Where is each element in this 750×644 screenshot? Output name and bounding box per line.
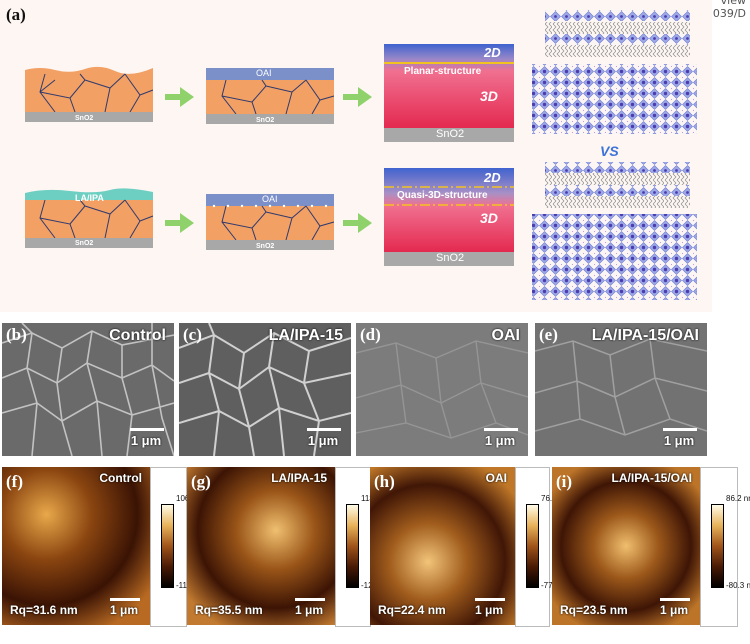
quasi-3d-structure-label: Quasi-3D-structure	[397, 190, 488, 201]
sem-texture	[535, 323, 707, 456]
sno2-label: SnO2	[75, 240, 94, 247]
sem-title: OAI	[491, 327, 520, 344]
colorbar: 76.7 nm -77.1 nm	[515, 467, 573, 627]
label-3d: 3D	[480, 88, 498, 104]
scale-label: 1 μm	[109, 603, 139, 617]
colorbar-gradient	[161, 504, 174, 588]
afm-image-la-ipa-15: LA/IPA-15 Rq=35.5 nm 1 μm	[187, 467, 335, 625]
sem-title: LA/IPA-15	[268, 327, 343, 344]
scale-label: 1 μm	[474, 603, 504, 617]
la-ipa-label: LA/IPA	[75, 193, 104, 203]
scale-label: 1 μm	[659, 603, 689, 617]
oai-label: OAI	[262, 194, 278, 204]
scale-bar: 1 μm	[108, 598, 140, 617]
colorbar: 113.3 nm -127.0 nm	[335, 467, 397, 627]
scale-label: 1 μm	[130, 433, 162, 448]
sno2-label: SnO2	[75, 115, 94, 122]
scale-bar: 1 μm	[473, 598, 505, 617]
sem-texture	[356, 323, 528, 456]
planar-structure-block	[384, 44, 514, 128]
panel-label-d: (d)	[360, 325, 381, 344]
scale-bar: 1 μm	[293, 598, 325, 617]
arrow-right-icon	[165, 87, 194, 107]
afm-title: LA/IPA-15	[271, 471, 327, 485]
scale-bar: 1 μm	[305, 428, 341, 448]
lattice-2d	[545, 10, 690, 21]
afm-title: OAI	[485, 471, 507, 485]
sem-texture	[179, 323, 351, 456]
sem-texture	[2, 323, 174, 456]
colorbar-gradient	[346, 504, 359, 588]
scale-bar: 1 μm	[661, 428, 697, 448]
afm-title: LA/IPA-15/OAI	[611, 471, 692, 485]
sno2-layer	[25, 112, 153, 122]
sno2-label: SnO2	[436, 252, 465, 264]
panel-label-g: (g)	[191, 472, 211, 491]
scale-bar: 1 μm	[128, 428, 164, 448]
panel-a-schematic: (a) SnO2 OAI SnO2 2D Planar-structure 3D…	[0, 0, 712, 312]
scale-label: 1 μm	[484, 433, 516, 448]
label-3d: 3D	[480, 210, 498, 226]
scale-label: 1 μm	[663, 433, 695, 448]
roughness-label: Rq=22.4 nm	[378, 603, 446, 617]
la-ipa-layer	[25, 188, 153, 200]
scale-bar: 1 μm	[658, 598, 690, 617]
sem-title: Control	[109, 327, 166, 344]
sno2-label: SnO2	[256, 117, 275, 124]
arrow-right-icon	[165, 213, 194, 233]
afm-image-oai: OAI Rq=22.4 nm 1 μm	[370, 467, 515, 625]
planar-structure-label: Planar-structure	[404, 66, 482, 77]
panel-label-e: (e)	[539, 325, 558, 344]
header-view: view	[720, 0, 746, 7]
sem-image-control: Control 1 μm	[2, 323, 174, 456]
lattice-3d	[532, 64, 697, 134]
colorbar: 106.4 nm -114.0 nm	[150, 467, 211, 627]
sem-image-la-ipa-15-oai: LA/IPA-15/OAI 1 μm	[535, 323, 707, 456]
panel-label-h: (h)	[374, 472, 395, 491]
label-2d: 2D	[484, 170, 501, 185]
roughness-label: Rq=23.5 nm	[560, 603, 628, 617]
sno2-label: SnO2	[256, 243, 275, 250]
sem-title: LA/IPA-15/OAI	[591, 327, 699, 344]
scale-label: 1 μm	[294, 603, 324, 617]
sno2-label: SnO2	[436, 128, 465, 140]
colorbar-gradient	[526, 504, 539, 588]
afm-image-la-ipa-15-oai: LA/IPA-15/OAI Rq=23.5 nm 1 μm	[552, 467, 700, 625]
sem-image-oai: OAI 1 μm	[356, 323, 528, 456]
sem-image-la-ipa-15: LA/IPA-15 1 μm	[179, 323, 351, 456]
panel-label-f: (f)	[6, 472, 23, 491]
roughness-label: Rq=35.5 nm	[195, 603, 263, 617]
panel-label-a: (a)	[6, 5, 26, 24]
arrow-right-icon	[343, 87, 372, 107]
roughness-label: Rq=31.6 nm	[10, 603, 78, 617]
afm-image-control: Control Rq=31.6 nm 1 μm	[2, 467, 150, 625]
oai-layer	[206, 68, 334, 80]
panel-label-i: (i)	[556, 472, 573, 491]
afm-title: Control	[99, 471, 142, 485]
panel-label-c: (c)	[183, 325, 202, 344]
panel-label-b: (b)	[6, 325, 27, 344]
label-2d: 2D	[484, 45, 501, 60]
schematic-svg	[25, 10, 697, 300]
scale-label: 1 μm	[307, 433, 339, 448]
arrow-right-icon	[343, 213, 372, 233]
colorbar: 86.2 nm -80.3 nm	[700, 467, 750, 627]
oai-label: OAI	[256, 68, 272, 78]
colorbar-gradient	[711, 504, 724, 588]
scale-bar: 1 μm	[482, 428, 518, 448]
quasi-3d-structure-block	[384, 168, 514, 252]
colorbar-min: -80.3 nm	[726, 581, 750, 590]
colorbar-max: 86.2 nm	[726, 494, 750, 503]
vs-label: VS	[600, 143, 619, 159]
